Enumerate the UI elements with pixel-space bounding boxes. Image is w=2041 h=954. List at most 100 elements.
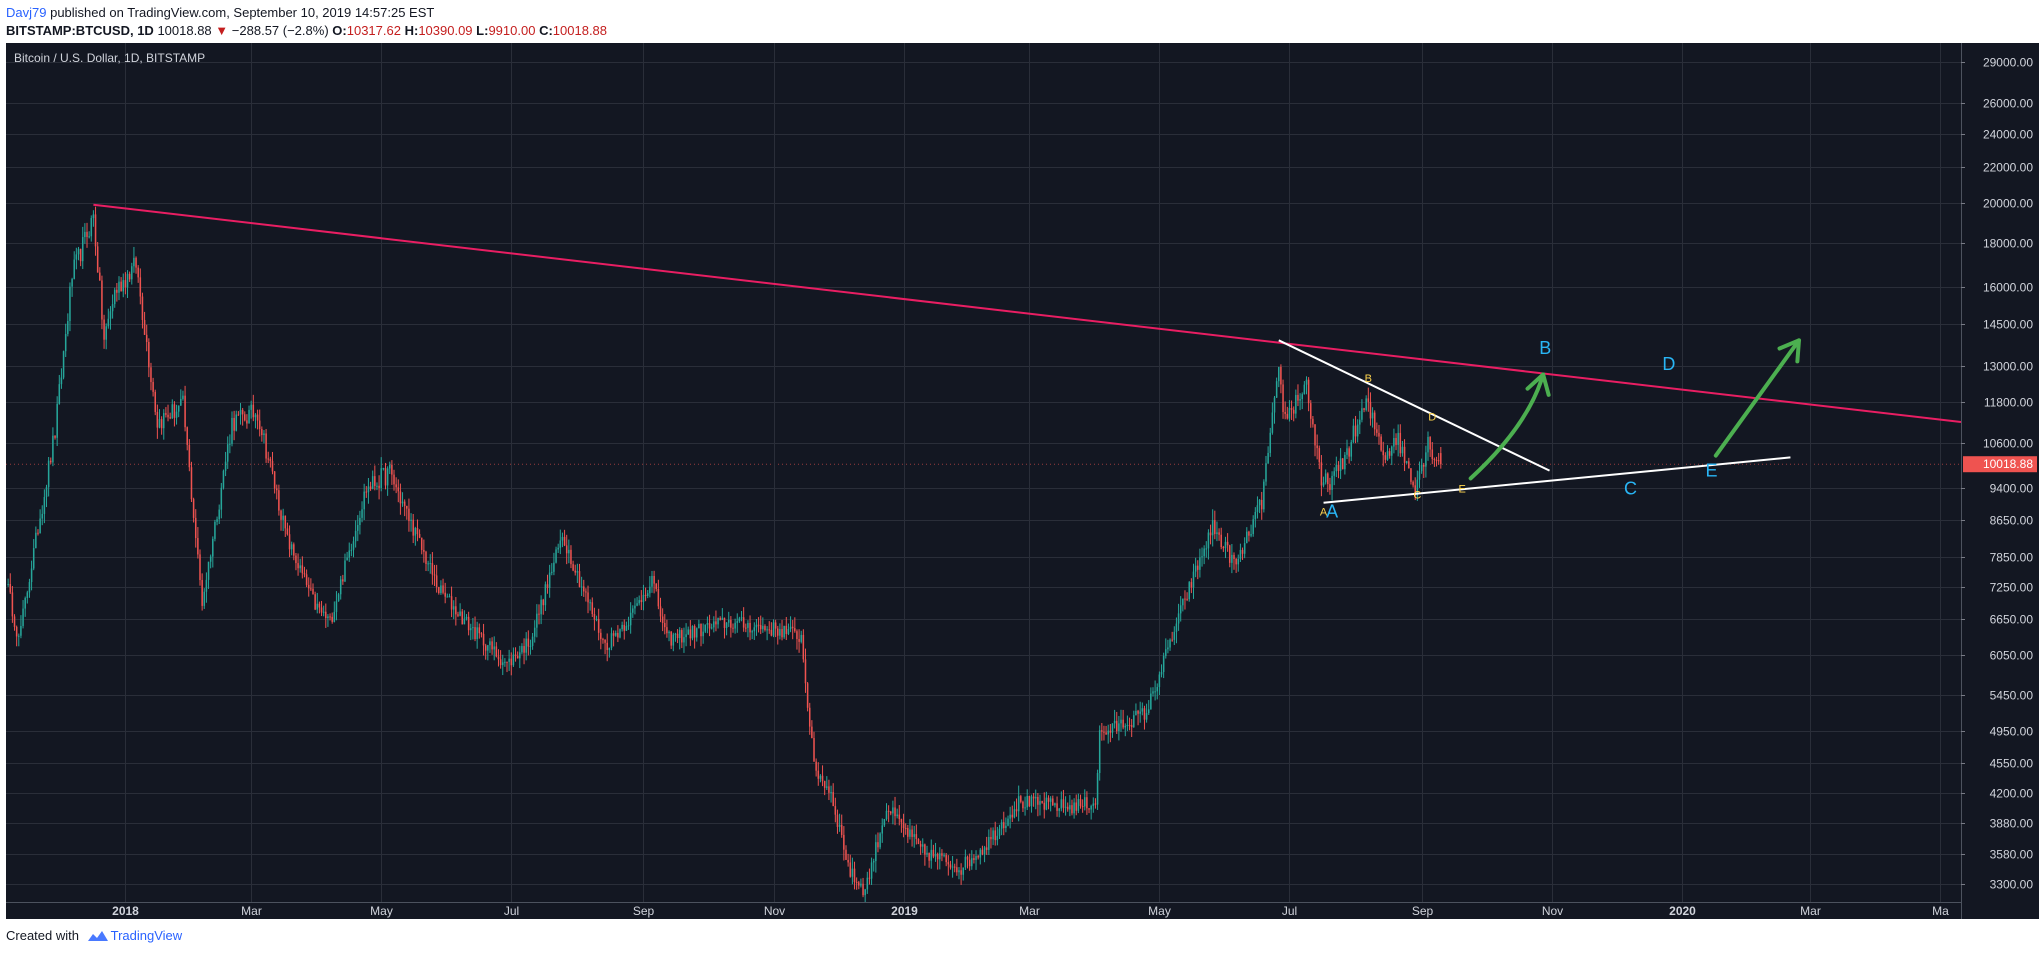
- candle-body: [651, 575, 653, 587]
- candle-body: [817, 770, 820, 779]
- candle-body: [604, 639, 606, 643]
- candle-body: [521, 646, 523, 653]
- candle-body: [497, 656, 500, 660]
- candle-body: [1032, 796, 1035, 799]
- candle-body: [222, 470, 225, 488]
- candle-body: [971, 858, 973, 867]
- candle-body: [710, 627, 713, 629]
- candle-body: [1220, 534, 1222, 548]
- candle-body: [1322, 482, 1325, 486]
- candle-body: [325, 611, 327, 618]
- candle-body: [28, 582, 31, 593]
- price-chart[interactable]: A B C D E A B C D E 29000.00 26000.00 24000.00 22000…: [6, 43, 2039, 919]
- down-arrow-icon: ▼: [215, 23, 229, 38]
- candle-body: [177, 405, 180, 412]
- candle-body: [94, 214, 97, 247]
- candle-body: [1007, 818, 1009, 826]
- candle-body: [241, 409, 244, 415]
- projection-arrow: [1468, 372, 1546, 481]
- candle-body: [431, 563, 434, 575]
- candle-body: [1386, 451, 1389, 460]
- candle-body: [862, 883, 864, 896]
- candle-body: [1258, 499, 1261, 506]
- candle-body: [693, 625, 696, 638]
- candle-body: [943, 855, 945, 857]
- time-tick-label: May: [1148, 904, 1171, 918]
- candle-body: [653, 575, 655, 584]
- price-tick-label: 24000.00: [1983, 128, 2033, 142]
- candle-body: [1403, 446, 1406, 463]
- candle-body: [1273, 397, 1276, 413]
- candle-body: [1361, 408, 1363, 420]
- candle-body: [1060, 799, 1063, 809]
- candle-body: [205, 579, 208, 592]
- candle-body: [565, 545, 568, 554]
- candle-body: [1352, 425, 1355, 443]
- candle-body: [794, 628, 796, 632]
- candle-body: [523, 646, 525, 653]
- tradingview-link[interactable]: TradingView: [110, 928, 183, 943]
- candle-body: [1435, 459, 1438, 461]
- candle-body: [533, 627, 536, 637]
- candle-body: [730, 619, 732, 628]
- candle-body: [297, 563, 299, 569]
- candle-body: [1254, 511, 1257, 520]
- wave-label-major: D: [1662, 354, 1675, 374]
- chart-area[interactable]: A B C D E A B C D E 29000.00 26000.00 24000.00 22000…: [6, 43, 2039, 919]
- candle-body: [1141, 708, 1144, 712]
- candle-body: [1049, 798, 1052, 802]
- candle-body: [310, 588, 312, 590]
- candle-body: [638, 600, 640, 604]
- candle-body: [706, 623, 709, 625]
- candle-body: [1216, 532, 1218, 535]
- candle-body: [501, 662, 504, 666]
- candle-body: [1028, 795, 1031, 807]
- candle-body: [406, 505, 408, 509]
- candle-body: [1137, 710, 1139, 714]
- candle-body: [642, 594, 645, 603]
- candle-body: [1297, 394, 1299, 401]
- candle-body: [1207, 532, 1210, 549]
- candle-body: [173, 404, 176, 418]
- candle-body: [975, 856, 977, 860]
- author-link[interactable]: Davj79: [6, 5, 47, 20]
- candle-body: [1418, 471, 1421, 480]
- candle-body: [574, 570, 576, 573]
- candle-body: [371, 476, 374, 490]
- candle-body: [9, 583, 12, 593]
- candle-body: [802, 634, 805, 660]
- candle-body: [1013, 809, 1016, 818]
- candle-body: [1147, 709, 1150, 714]
- candle-body: [363, 491, 365, 510]
- candle-body: [1122, 719, 1124, 728]
- wave-label-minor: E: [1458, 483, 1465, 495]
- candle-body: [1373, 412, 1376, 430]
- candle-body: [401, 501, 404, 504]
- candle-body: [118, 281, 120, 293]
- candle-body: [348, 550, 351, 558]
- candle-body: [124, 280, 127, 288]
- candle-body: [1024, 807, 1026, 809]
- candle-body: [531, 636, 534, 646]
- time-axis[interactable]: 2018 Mar May Jul Sep Nov 2019 Mar May Jul Sep Nov 20…: [6, 902, 1961, 919]
- candle-body: [171, 404, 174, 419]
- candle-body: [47, 460, 50, 488]
- candle-body: [1041, 801, 1043, 803]
- price-axis[interactable]: 29000.00 26000.00 24000.00 22000.00 20000.00…: [1961, 43, 2039, 919]
- candle-body: [1305, 379, 1308, 385]
- candle-body: [747, 622, 749, 628]
- candle-body: [580, 586, 583, 588]
- candle-body: [670, 631, 672, 646]
- candle-body: [1047, 797, 1050, 802]
- candle-body: [237, 414, 240, 416]
- wave-label-major: B: [1539, 338, 1551, 358]
- resistance-trendline: [93, 203, 1962, 424]
- candle-body: [894, 807, 896, 817]
- candle-body: [593, 614, 596, 620]
- candle-body: [322, 611, 325, 613]
- candle-body: [1009, 814, 1011, 819]
- candle-body: [551, 571, 553, 573]
- candle-body: [271, 460, 274, 472]
- candle-body: [864, 889, 866, 896]
- time-tick-label: Mar: [241, 904, 262, 918]
